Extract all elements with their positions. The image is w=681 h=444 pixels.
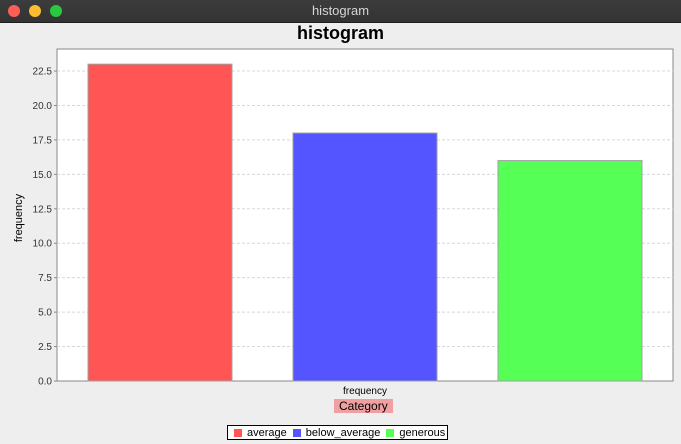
legend-item-generous: generous xyxy=(386,427,445,439)
chart-title: histogram xyxy=(296,23,384,43)
y-tick-label: 15.0 xyxy=(33,170,53,181)
minimize-window-button[interactable] xyxy=(29,5,41,17)
bar-below-average xyxy=(292,132,438,382)
legend-label: average xyxy=(247,426,287,439)
chart-legend: average below_average generous xyxy=(227,425,449,440)
legend-swatch xyxy=(234,428,242,437)
y-tick-label: 2.5 xyxy=(38,342,52,353)
y-tick-label: 5.0 xyxy=(38,308,52,319)
legend-item-average: average xyxy=(234,427,287,439)
y-tick-label: 17.5 xyxy=(33,135,53,146)
y-tick-label: 0.0 xyxy=(38,377,52,388)
maximize-window-button[interactable] xyxy=(50,5,62,17)
x-axis-label: Category xyxy=(334,399,393,413)
bar-generous xyxy=(497,160,643,382)
y-tick-label: 10.0 xyxy=(33,239,53,250)
legend-label: below_average xyxy=(305,426,381,439)
bar-average xyxy=(87,63,233,382)
close-window-button[interactable] xyxy=(8,5,20,17)
bar-group xyxy=(87,63,643,382)
legend-swatch xyxy=(386,428,395,437)
legend-swatch xyxy=(292,428,301,437)
y-tick-label: 22.5 xyxy=(33,67,53,78)
y-tick-label: 20.0 xyxy=(33,101,53,112)
y-axis-label: frequency xyxy=(13,193,25,242)
title-bar: histogram xyxy=(0,0,681,23)
window-title: histogram xyxy=(311,3,370,18)
legend-label: generous xyxy=(399,426,446,439)
y-tick-label: 12.5 xyxy=(33,204,53,215)
x-category-label: frequency xyxy=(343,386,387,397)
legend-item-below-average: below_average xyxy=(292,426,381,439)
y-axis-ticks: 0.0 2.5 5.0 7.5 10.0 12.5 15.0 17.5 20.0 22.5 xyxy=(33,67,57,388)
y-tick-label: 7.5 xyxy=(38,273,52,284)
